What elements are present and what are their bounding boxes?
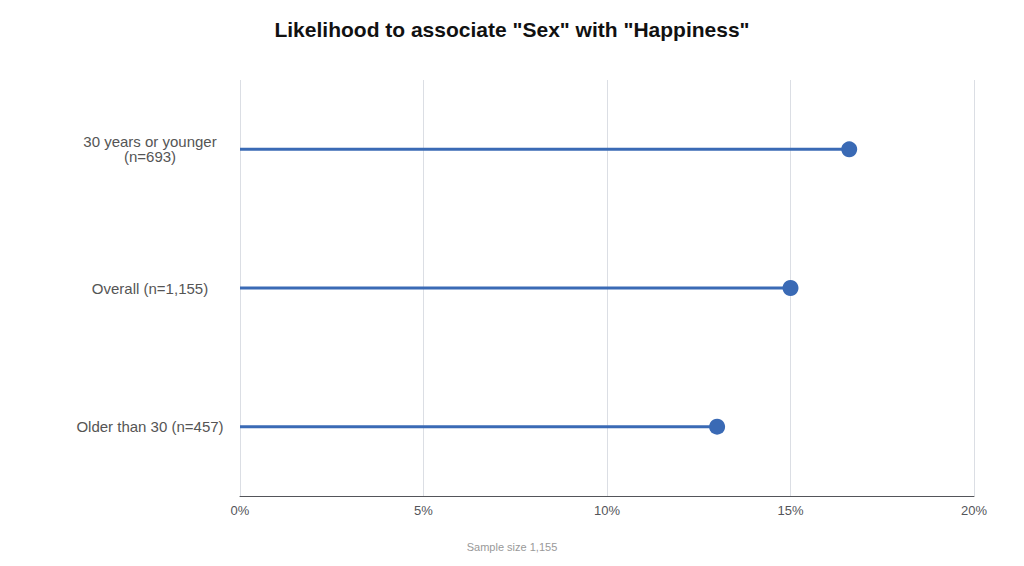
svg-text:5%: 5% — [414, 503, 433, 518]
svg-text:15%: 15% — [777, 503, 803, 518]
svg-text:Likelihood to associate "Sex": Likelihood to associate "Sex" with "Happ… — [274, 18, 749, 41]
svg-text:Overall (n=1,155): Overall (n=1,155) — [92, 280, 208, 297]
svg-text:20%: 20% — [961, 503, 987, 518]
svg-text:(n=693): (n=693) — [124, 148, 176, 165]
svg-text:Sample size 1,155: Sample size 1,155 — [467, 541, 558, 553]
svg-text:10%: 10% — [594, 503, 620, 518]
svg-text:Older than 30 (n=457): Older than 30 (n=457) — [76, 418, 223, 435]
svg-text:0%: 0% — [231, 503, 250, 518]
svg-text:30 years or younger: 30 years or younger — [83, 133, 217, 151]
